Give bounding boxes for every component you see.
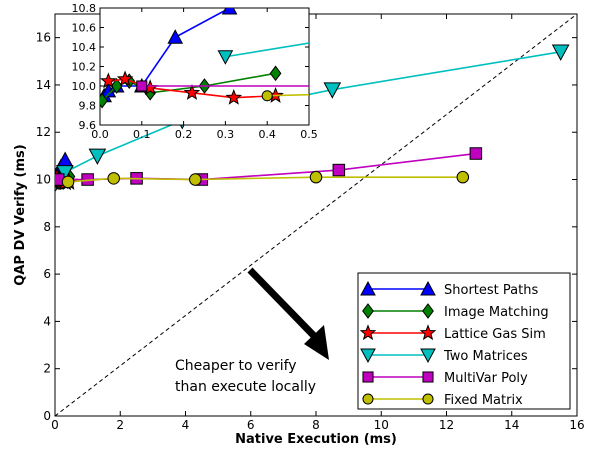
- main-x-tick-label: 2: [116, 418, 124, 432]
- inset-x-tick-label: 0.1: [133, 128, 151, 141]
- legend-marker-lattice-gas-sim: [419, 324, 437, 341]
- inset-data-point-shortest-paths: [167, 29, 184, 44]
- main-x-tick-label: 10: [374, 418, 389, 432]
- main-data-point-multivar-poly: [332, 163, 346, 177]
- main-data-point-fixed-matrix: [61, 175, 75, 189]
- legend-marker-multivar-poly: [422, 371, 434, 383]
- main-y-tick-label: 10: [36, 173, 51, 187]
- main-x-tick-label: 6: [247, 418, 255, 432]
- main-y-tick-label: 2: [43, 362, 51, 376]
- main-data-point-multivar-poly: [469, 147, 483, 160]
- inset-y-tick-label: 9.6: [79, 119, 97, 132]
- legend-item-two-matrices: Two Matrices: [360, 348, 528, 364]
- inset-data-point-multivar-poly: [136, 80, 148, 92]
- inset-y-tick-label: 9.8: [79, 100, 97, 113]
- main-x-tick-label: 8: [312, 418, 320, 432]
- inset-plot-area: [99, 7, 310, 126]
- main-y-tick-label: 12: [36, 125, 51, 139]
- legend-marker-two-matrices: [420, 348, 436, 364]
- main-y-tick-label: 6: [43, 267, 51, 281]
- main-y-tick-label: 8: [43, 220, 51, 234]
- inset-y-tick-label: 10.6: [72, 22, 97, 35]
- annotation-arrow: [247, 267, 329, 360]
- legend-item-shortest-paths: Shortest Paths: [360, 280, 538, 298]
- main-y-tick-label: 0: [43, 409, 51, 423]
- main-data-point-two-matrices: [88, 148, 107, 165]
- main-data-point-two-matrices: [551, 44, 570, 61]
- inset-y-tick-label: 10.4: [72, 41, 97, 54]
- main-data-point-two-matrices: [323, 82, 342, 99]
- inset-series-fixed-matrix: [261, 90, 309, 102]
- inset-series-layer: [100, 8, 309, 109]
- legend-label-shortest-paths: Shortest Paths: [444, 283, 538, 298]
- legend-label-two-matrices: Two Matrices: [443, 349, 528, 364]
- inset-series-two-matrices: [217, 42, 309, 65]
- inset-x-tick-label: 0.5: [300, 128, 318, 141]
- inset-data-point-lattice-gas-sim: [116, 70, 134, 87]
- legend-item-fixed-matrix: Fixed Matrix: [362, 393, 523, 408]
- legend-marker-two-matrices: [360, 348, 376, 364]
- main-y-tick-label: 4: [43, 314, 51, 328]
- legend-item-lattice-gas-sim: Lattice Gas Sim: [359, 324, 546, 342]
- main-data-point-two-matrices: [55, 165, 74, 182]
- legend-items: Shortest Paths Image Matching Lattice Gas …: [359, 280, 549, 408]
- main-data-point-fixed-matrix: [189, 173, 202, 186]
- main-x-tick-label: 0: [51, 418, 59, 432]
- reference-line-layer: [55, 14, 577, 416]
- legend-label-multivar-poly: MultiVar Poly: [444, 371, 528, 386]
- inset-data-point-two-matrices: [217, 50, 234, 65]
- inset-data-point-shortest-paths: [221, 8, 238, 15]
- inset-y-tick-label: 10.8: [72, 2, 97, 15]
- y-axis-label: QAP DV Verify (ms): [13, 144, 28, 285]
- legend: Shortest Paths Image Matching Lattice Gas …: [357, 272, 571, 410]
- inset-y-tick-label: 10.2: [72, 61, 97, 74]
- inset-data-point-fixed-matrix: [261, 90, 273, 102]
- legend-item-image-matching: Image Matching: [362, 303, 549, 320]
- legend-marker-fixed-matrix: [362, 393, 374, 405]
- legend-marker-shortest-paths: [360, 280, 376, 296]
- legend-marker-fixed-matrix: [422, 393, 434, 405]
- main-series-layer: [55, 44, 570, 192]
- inset-series-multivar-poly: [136, 80, 309, 92]
- inset-data-point-lattice-gas-sim: [225, 88, 243, 105]
- annotation-line-1: Cheaper to verify: [175, 358, 297, 374]
- inset-data-point-image-matching: [100, 92, 108, 109]
- x-axis-label: Native Execution (ms): [235, 432, 397, 447]
- legend-item-multivar-poly: MultiVar Poly: [362, 371, 528, 386]
- inset-ticks: 0.0 0.1 0.2 0.3 0.4 0.5 9.6 9.8 10.0 10.2 10.4 10.6…: [72, 2, 318, 141]
- inset-x-tick-label: 0.3: [217, 128, 235, 141]
- inset-x-tick-label: 0.2: [175, 128, 193, 141]
- main-x-tick-label: 12: [439, 418, 454, 432]
- legend-label-fixed-matrix: Fixed Matrix: [444, 393, 523, 408]
- main-data-point-fixed-matrix: [107, 172, 120, 185]
- legend-box: [357, 272, 571, 410]
- main-data-point-fixed-matrix: [309, 170, 323, 184]
- inset-x-tick-label: 0.0: [91, 128, 109, 141]
- legend-marker-image-matching: [362, 303, 374, 319]
- legend-marker-shortest-paths: [420, 280, 436, 296]
- main-series-fixed-matrix: [61, 170, 470, 189]
- inset-x-tick-label: 0.4: [258, 128, 276, 141]
- reference-line: [55, 14, 577, 416]
- inset-data-point-lattice-gas-sim: [183, 84, 201, 100]
- main-x-tick-label: 16: [569, 418, 584, 432]
- inset-data-point-image-matching: [110, 78, 123, 94]
- legend-label-image-matching: Image Matching: [444, 305, 549, 320]
- inset-data-point-lattice-gas-sim: [100, 72, 117, 89]
- main-x-tick-label: 4: [182, 418, 190, 432]
- legend-marker-lattice-gas-sim: [359, 324, 377, 341]
- inset-y-tick-label: 10.0: [72, 80, 97, 93]
- main-y-tick-label: 14: [36, 78, 51, 92]
- main-data-point-fixed-matrix: [456, 170, 470, 184]
- main-y-tick-label: 16: [36, 31, 51, 45]
- main-x-tick-label: 14: [504, 418, 519, 432]
- legend-marker-image-matching: [422, 303, 434, 319]
- inset-data-point-image-matching: [269, 65, 282, 82]
- annotation-line-2: than execute locally: [175, 379, 316, 395]
- legend-marker-multivar-poly: [362, 371, 374, 383]
- legend-label-lattice-gas-sim: Lattice Gas Sim: [444, 327, 546, 342]
